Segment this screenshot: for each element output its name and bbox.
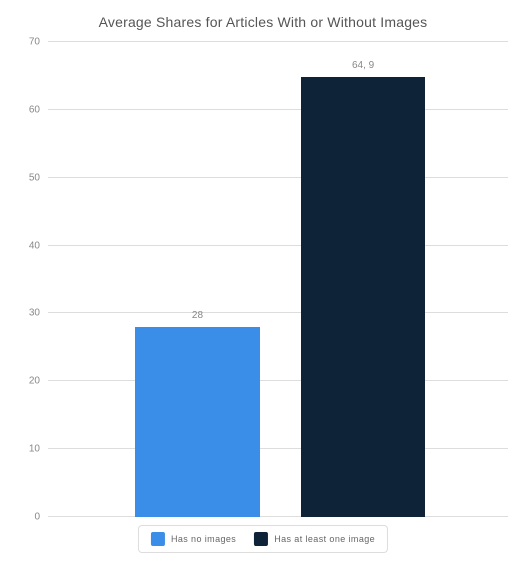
- bar-value-label: 64, 9: [352, 60, 374, 77]
- chart-container: Average Shares for Articles With or With…: [0, 0, 526, 565]
- legend: Has no images Has at least one image: [138, 525, 388, 553]
- gridline: [48, 312, 508, 313]
- bar: 28: [135, 327, 259, 517]
- gridline: [48, 516, 508, 517]
- y-tick-label: 0: [34, 512, 48, 523]
- plot-area: 0102030405060702864, 9: [48, 42, 508, 517]
- chart-title: Average Shares for Articles With or With…: [0, 0, 526, 36]
- bar: 64, 9: [301, 77, 425, 517]
- y-tick-label: 20: [29, 376, 48, 387]
- gridline: [48, 41, 508, 42]
- legend-label: Has at least one image: [274, 534, 375, 544]
- gridline: [48, 177, 508, 178]
- y-tick-label: 50: [29, 172, 48, 183]
- legend-label: Has no images: [171, 534, 236, 544]
- legend-swatch: [151, 532, 165, 546]
- legend-item: Has no images: [151, 532, 236, 546]
- y-tick-label: 60: [29, 104, 48, 115]
- y-tick-label: 70: [29, 37, 48, 48]
- y-tick-label: 10: [29, 444, 48, 455]
- legend-item: Has at least one image: [254, 532, 375, 546]
- y-tick-label: 30: [29, 308, 48, 319]
- y-tick-label: 40: [29, 240, 48, 251]
- gridline: [48, 380, 508, 381]
- bar-value-label: 28: [192, 310, 203, 327]
- gridline: [48, 448, 508, 449]
- legend-swatch: [254, 532, 268, 546]
- gridline: [48, 109, 508, 110]
- gridline: [48, 245, 508, 246]
